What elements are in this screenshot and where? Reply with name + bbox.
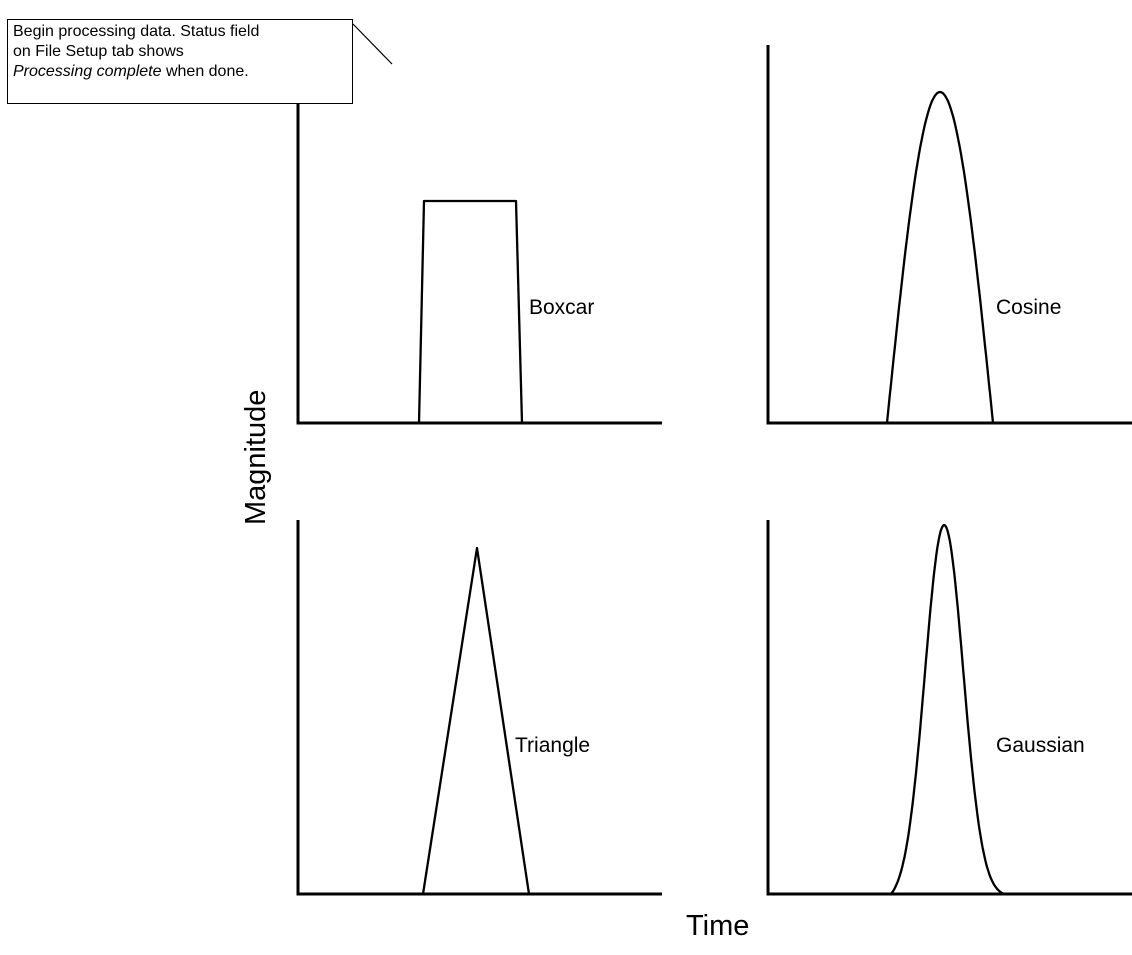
panel-triangle: Triangle — [296, 520, 662, 896]
callout-line-1: Begin processing data. Status field — [13, 23, 260, 40]
callout-line-3: Processing complete when done. — [13, 62, 347, 82]
panel-gaussian: Gaussian — [766, 520, 1132, 896]
cosine-axes — [766, 45, 1132, 425]
panel-boxcar: Boxcar — [296, 90, 662, 425]
gaussian-axes — [766, 520, 1132, 896]
boxcar-axes — [296, 90, 662, 425]
y-axis-label: Magnitude — [240, 390, 272, 525]
callout-pointer — [352, 23, 393, 65]
x-axis-label: Time — [686, 910, 749, 942]
triangle-curve — [421, 546, 531, 895]
gaussian-label: Gaussian — [996, 734, 1085, 757]
gaussian-curve — [890, 523, 1005, 896]
cosine-curve — [885, 90, 995, 424]
cosine-label: Cosine — [996, 296, 1061, 319]
boxcar-label: Boxcar — [529, 296, 594, 319]
triangle-label: Triangle — [515, 734, 590, 757]
panel-cosine: Cosine — [766, 45, 1132, 425]
processing-callout: Begin processing data. Status field on F… — [7, 19, 353, 104]
callout-line-2: on File Setup tab shows — [13, 43, 184, 60]
callout-line-3-rest: when done. — [161, 63, 249, 80]
boxcar-curve — [417, 199, 524, 424]
triangle-axes — [296, 520, 662, 896]
callout-italic-text: Processing complete — [13, 63, 162, 80]
